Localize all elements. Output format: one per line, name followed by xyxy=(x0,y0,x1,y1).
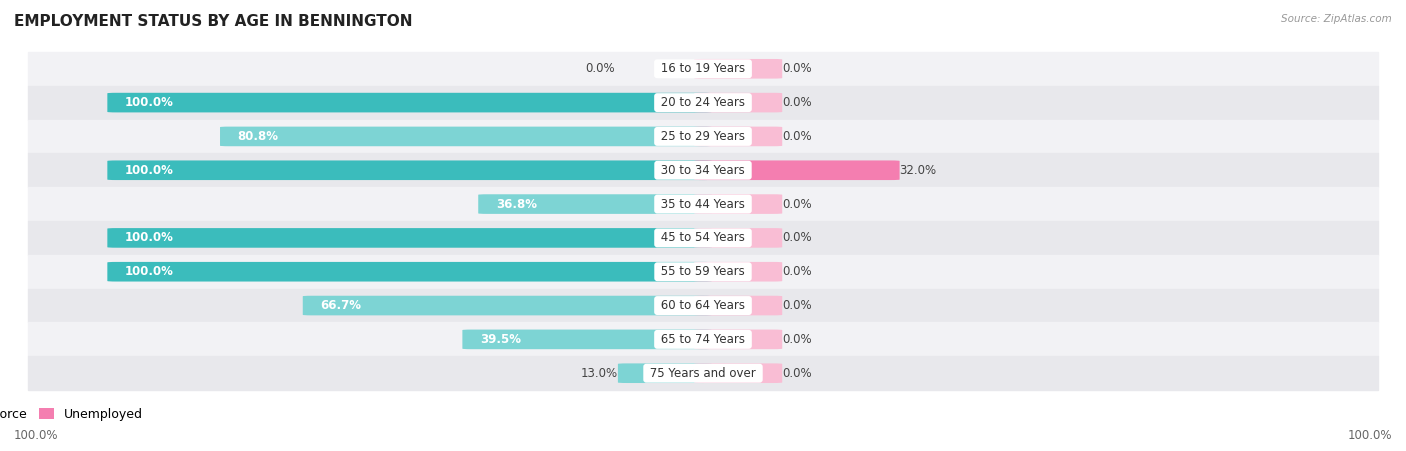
Text: 80.8%: 80.8% xyxy=(238,130,278,143)
FancyBboxPatch shape xyxy=(695,194,782,214)
Text: 0.0%: 0.0% xyxy=(782,198,811,211)
Bar xyxy=(28,221,1378,255)
Text: 60 to 64 Years: 60 to 64 Years xyxy=(657,299,749,312)
Text: 66.7%: 66.7% xyxy=(321,299,361,312)
Text: 16 to 19 Years: 16 to 19 Years xyxy=(657,62,749,75)
FancyBboxPatch shape xyxy=(695,364,782,383)
FancyBboxPatch shape xyxy=(463,330,711,349)
FancyBboxPatch shape xyxy=(107,161,711,180)
Text: 100.0%: 100.0% xyxy=(125,231,174,244)
Text: 100.0%: 100.0% xyxy=(14,429,59,442)
Text: 35 to 44 Years: 35 to 44 Years xyxy=(657,198,749,211)
Bar xyxy=(28,322,1378,356)
Bar xyxy=(28,289,1378,322)
Text: 75 Years and over: 75 Years and over xyxy=(647,367,759,380)
Bar xyxy=(28,187,1378,221)
Text: 36.8%: 36.8% xyxy=(496,198,537,211)
Text: 13.0%: 13.0% xyxy=(581,367,617,380)
FancyBboxPatch shape xyxy=(695,93,782,112)
Text: 0.0%: 0.0% xyxy=(782,265,811,278)
Text: 0.0%: 0.0% xyxy=(782,96,811,109)
FancyBboxPatch shape xyxy=(695,228,782,248)
Text: 55 to 59 Years: 55 to 59 Years xyxy=(657,265,749,278)
FancyBboxPatch shape xyxy=(219,127,711,146)
FancyBboxPatch shape xyxy=(107,93,711,112)
Bar xyxy=(28,120,1378,153)
FancyBboxPatch shape xyxy=(478,194,711,214)
Legend: In Labor Force, Unemployed: In Labor Force, Unemployed xyxy=(0,403,148,426)
FancyBboxPatch shape xyxy=(617,364,711,383)
Text: 0.0%: 0.0% xyxy=(782,231,811,244)
Bar xyxy=(28,153,1378,187)
FancyBboxPatch shape xyxy=(695,262,782,281)
Text: 0.0%: 0.0% xyxy=(782,62,811,75)
Text: 30 to 34 Years: 30 to 34 Years xyxy=(657,164,749,177)
Bar xyxy=(28,255,1378,289)
Text: 0.0%: 0.0% xyxy=(782,367,811,380)
Text: 0.0%: 0.0% xyxy=(585,62,614,75)
FancyBboxPatch shape xyxy=(107,262,711,281)
FancyBboxPatch shape xyxy=(695,161,900,180)
Text: 0.0%: 0.0% xyxy=(782,299,811,312)
Text: 65 to 74 Years: 65 to 74 Years xyxy=(657,333,749,346)
Text: 0.0%: 0.0% xyxy=(782,130,811,143)
FancyBboxPatch shape xyxy=(695,127,782,146)
FancyBboxPatch shape xyxy=(107,228,711,248)
Text: 45 to 54 Years: 45 to 54 Years xyxy=(657,231,749,244)
Text: 20 to 24 Years: 20 to 24 Years xyxy=(657,96,749,109)
Bar xyxy=(28,356,1378,390)
Text: 100.0%: 100.0% xyxy=(1347,429,1392,442)
Text: Source: ZipAtlas.com: Source: ZipAtlas.com xyxy=(1281,14,1392,23)
Text: 39.5%: 39.5% xyxy=(479,333,522,346)
FancyBboxPatch shape xyxy=(695,59,782,78)
Bar xyxy=(28,52,1378,86)
Text: 100.0%: 100.0% xyxy=(125,164,174,177)
FancyBboxPatch shape xyxy=(695,330,782,349)
Text: 100.0%: 100.0% xyxy=(125,96,174,109)
Text: 0.0%: 0.0% xyxy=(782,333,811,346)
FancyBboxPatch shape xyxy=(695,296,782,315)
Text: EMPLOYMENT STATUS BY AGE IN BENNINGTON: EMPLOYMENT STATUS BY AGE IN BENNINGTON xyxy=(14,14,412,28)
Bar xyxy=(28,86,1378,120)
Text: 32.0%: 32.0% xyxy=(900,164,936,177)
Text: 100.0%: 100.0% xyxy=(125,265,174,278)
FancyBboxPatch shape xyxy=(302,296,711,315)
Text: 25 to 29 Years: 25 to 29 Years xyxy=(657,130,749,143)
